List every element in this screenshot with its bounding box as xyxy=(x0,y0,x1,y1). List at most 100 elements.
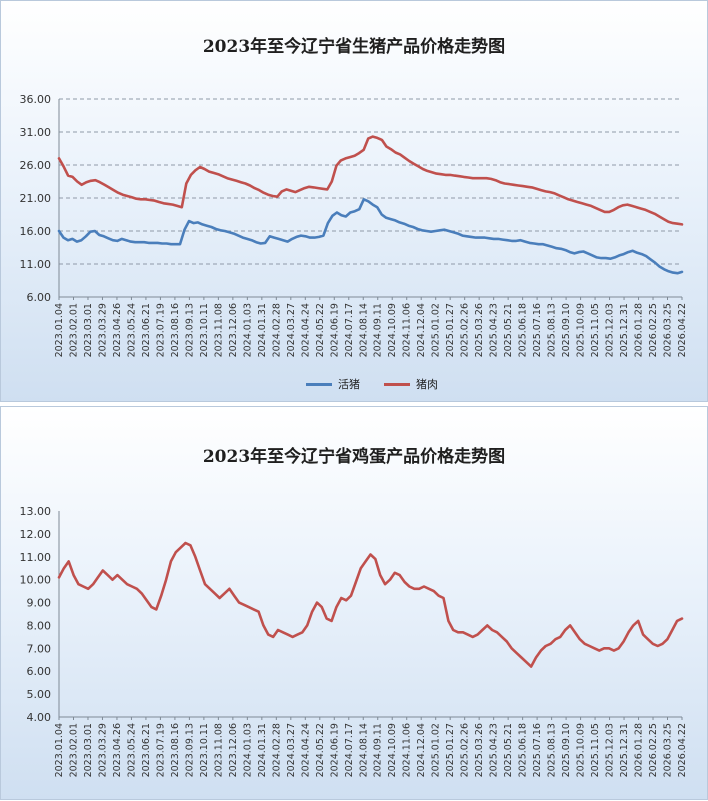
x-tick-label: 2024.05.22 xyxy=(315,303,326,357)
x-tick-label: 2023.06.21 xyxy=(141,723,152,777)
y-tick-label: 12.00 xyxy=(20,528,52,541)
x-tick-label: 2023.05.24 xyxy=(126,723,137,777)
x-tick-label: 2023.01.04 xyxy=(54,303,65,357)
x-tick-label: 2023.03.29 xyxy=(97,723,108,777)
x-tick-label: 2024.08.14 xyxy=(358,303,369,357)
x-tick-label: 2025.04.23 xyxy=(489,303,500,357)
legend-label-pork: 猪肉 xyxy=(416,378,438,391)
y-tick-label: 10.00 xyxy=(20,574,52,587)
y-tick-label: 11.00 xyxy=(20,258,52,271)
y-tick-label: 6.00 xyxy=(27,291,52,304)
x-tick-label: 2024.11.06 xyxy=(402,723,413,777)
y-tick-label: 5.00 xyxy=(27,688,52,701)
x-tick-label: 2023.10.11 xyxy=(199,723,210,777)
x-tick-label: 2023.09.13 xyxy=(184,303,195,357)
x-tick-label: 2026.03.25 xyxy=(663,303,674,357)
y-tick-label: 6.00 xyxy=(27,665,52,678)
legend-swatch-pork xyxy=(384,382,410,386)
x-tick-label: 2024.07.17 xyxy=(344,723,355,777)
x-tick-label: 2023.12.06 xyxy=(228,723,239,777)
x-tick-label: 2023.09.13 xyxy=(184,723,195,777)
x-tick-label: 2023.07.19 xyxy=(155,303,166,357)
x-tick-label: 2024.06.19 xyxy=(329,723,340,777)
x-tick-label: 2025.12.31 xyxy=(619,723,630,777)
x-tick-label: 2023.11.08 xyxy=(213,303,224,357)
x-tick-label: 2024.05.22 xyxy=(315,723,326,777)
x-tick-label: 2023.11.08 xyxy=(213,723,224,777)
x-tick-label: 2026.03.25 xyxy=(663,723,674,777)
x-tick-label: 2025.04.23 xyxy=(489,723,500,777)
x-tick-label: 2023.01.04 xyxy=(54,723,65,777)
x-tick-label: 2026.01.28 xyxy=(634,303,645,357)
x-tick-label: 2025.11.05 xyxy=(590,723,601,777)
x-tick-label: 2025.05.21 xyxy=(503,303,514,357)
x-tick-label: 2024.01.03 xyxy=(242,303,253,357)
x-tick-label: 2025.12.31 xyxy=(619,303,630,357)
x-tick-label: 2024.06.19 xyxy=(329,303,340,357)
x-tick-label: 2024.02.28 xyxy=(271,723,282,777)
x-tick-label: 2026.02.25 xyxy=(648,303,659,357)
x-tick-label: 2024.02.28 xyxy=(271,303,282,357)
y-tick-label: 4.00 xyxy=(27,711,52,724)
x-tick-label: 2023.02.01 xyxy=(68,723,79,777)
y-tick-label: 26.00 xyxy=(20,159,52,172)
series-line-0 xyxy=(57,541,684,668)
x-tick-label: 2023.12.06 xyxy=(228,303,239,357)
x-tick-label: 2025.10.09 xyxy=(576,723,587,777)
legend-item-pork: 猪肉 xyxy=(384,376,438,392)
x-tick-label: 2023.05.24 xyxy=(126,303,137,357)
x-tick-label: 2023.04.26 xyxy=(112,723,123,777)
x-tick-label: 2026.02.25 xyxy=(648,723,659,777)
x-tick-label: 2025.07.16 xyxy=(532,303,543,357)
x-tick-label: 2024.10.09 xyxy=(387,303,398,357)
x-tick-label: 2025.10.09 xyxy=(576,303,587,357)
pig-chart-title: 2023年至今辽宁省生猪产品价格走势图 xyxy=(202,37,506,57)
y-tick-label: 16.00 xyxy=(20,225,52,238)
x-tick-label: 2025.01.02 xyxy=(431,303,442,357)
legend-item-live-pig: 活猪 xyxy=(306,376,360,392)
x-tick-label: 2025.08.13 xyxy=(547,723,558,777)
x-tick-label: 2026.04.22 xyxy=(677,303,688,357)
x-tick-label: 2024.11.06 xyxy=(402,303,413,357)
x-tick-label: 2024.09.11 xyxy=(373,303,384,357)
x-tick-label: 2024.12.04 xyxy=(416,723,427,777)
y-tick-label: 13.00 xyxy=(20,505,52,518)
x-tick-label: 2025.07.16 xyxy=(532,723,543,777)
x-tick-label: 2026.01.28 xyxy=(634,723,645,777)
x-tick-label: 2025.01.27 xyxy=(445,303,456,357)
x-tick-label: 2024.04.24 xyxy=(300,303,311,357)
x-tick-label: 2025.01.27 xyxy=(445,723,456,777)
x-tick-label: 2025.08.13 xyxy=(547,303,558,357)
x-tick-label: 2025.09.10 xyxy=(561,723,572,777)
x-tick-label: 2024.04.24 xyxy=(300,723,311,777)
legend-swatch-live-pig xyxy=(306,382,332,386)
x-tick-label: 2023.06.21 xyxy=(141,303,152,357)
egg-price-chart-panel: 2023年至今辽宁省鸡蛋产品价格走势图 13.00 12.00 11.00 10.00… xyxy=(0,406,708,800)
x-tick-label: 2024.03.27 xyxy=(286,303,297,357)
y-tick-label: 11.00 xyxy=(20,551,52,564)
x-tick-label: 2023.02.01 xyxy=(68,303,79,357)
x-tick-label: 2024.03.27 xyxy=(286,723,297,777)
x-tick-label: 2024.07.17 xyxy=(344,303,355,357)
y-tick-label: 21.00 xyxy=(20,192,52,205)
y-tick-label: 8.00 xyxy=(27,619,52,632)
legend-label-live-pig: 活猪 xyxy=(338,378,360,391)
x-tick-label: 2025.03.26 xyxy=(474,723,485,777)
y-tick-label: 36.00 xyxy=(20,93,52,106)
x-tick-label: 2023.04.26 xyxy=(112,303,123,357)
x-tick-label: 2024.01.31 xyxy=(257,723,268,777)
x-tick-label: 2025.03.26 xyxy=(474,303,485,357)
egg-price-chart: 13.00 12.00 11.00 10.00 9.00 8.00 7.00 6.00 5.00… xyxy=(20,505,689,777)
x-tick-label: 2023.08.16 xyxy=(170,303,181,357)
y-tick-label: 9.00 xyxy=(27,597,52,610)
series-line-1 xyxy=(57,135,684,226)
pig-price-chart-panel: 2023年至今辽宁省生猪产品价格走势图 36.00 31.00 26.00 21.00… xyxy=(0,0,708,402)
x-tick-label: 2023.10.11 xyxy=(199,303,210,357)
x-tick-label: 2025.06.18 xyxy=(518,303,529,357)
x-tick-label: 2023.03.01 xyxy=(83,723,94,777)
x-tick-label: 2025.11.05 xyxy=(590,303,601,357)
x-tick-label: 2025.02.26 xyxy=(460,723,471,777)
x-tick-label: 2024.09.11 xyxy=(373,723,384,777)
y-tick-label: 31.00 xyxy=(20,126,52,139)
egg-chart-title: 2023年至今辽宁省鸡蛋产品价格走势图 xyxy=(202,447,506,467)
